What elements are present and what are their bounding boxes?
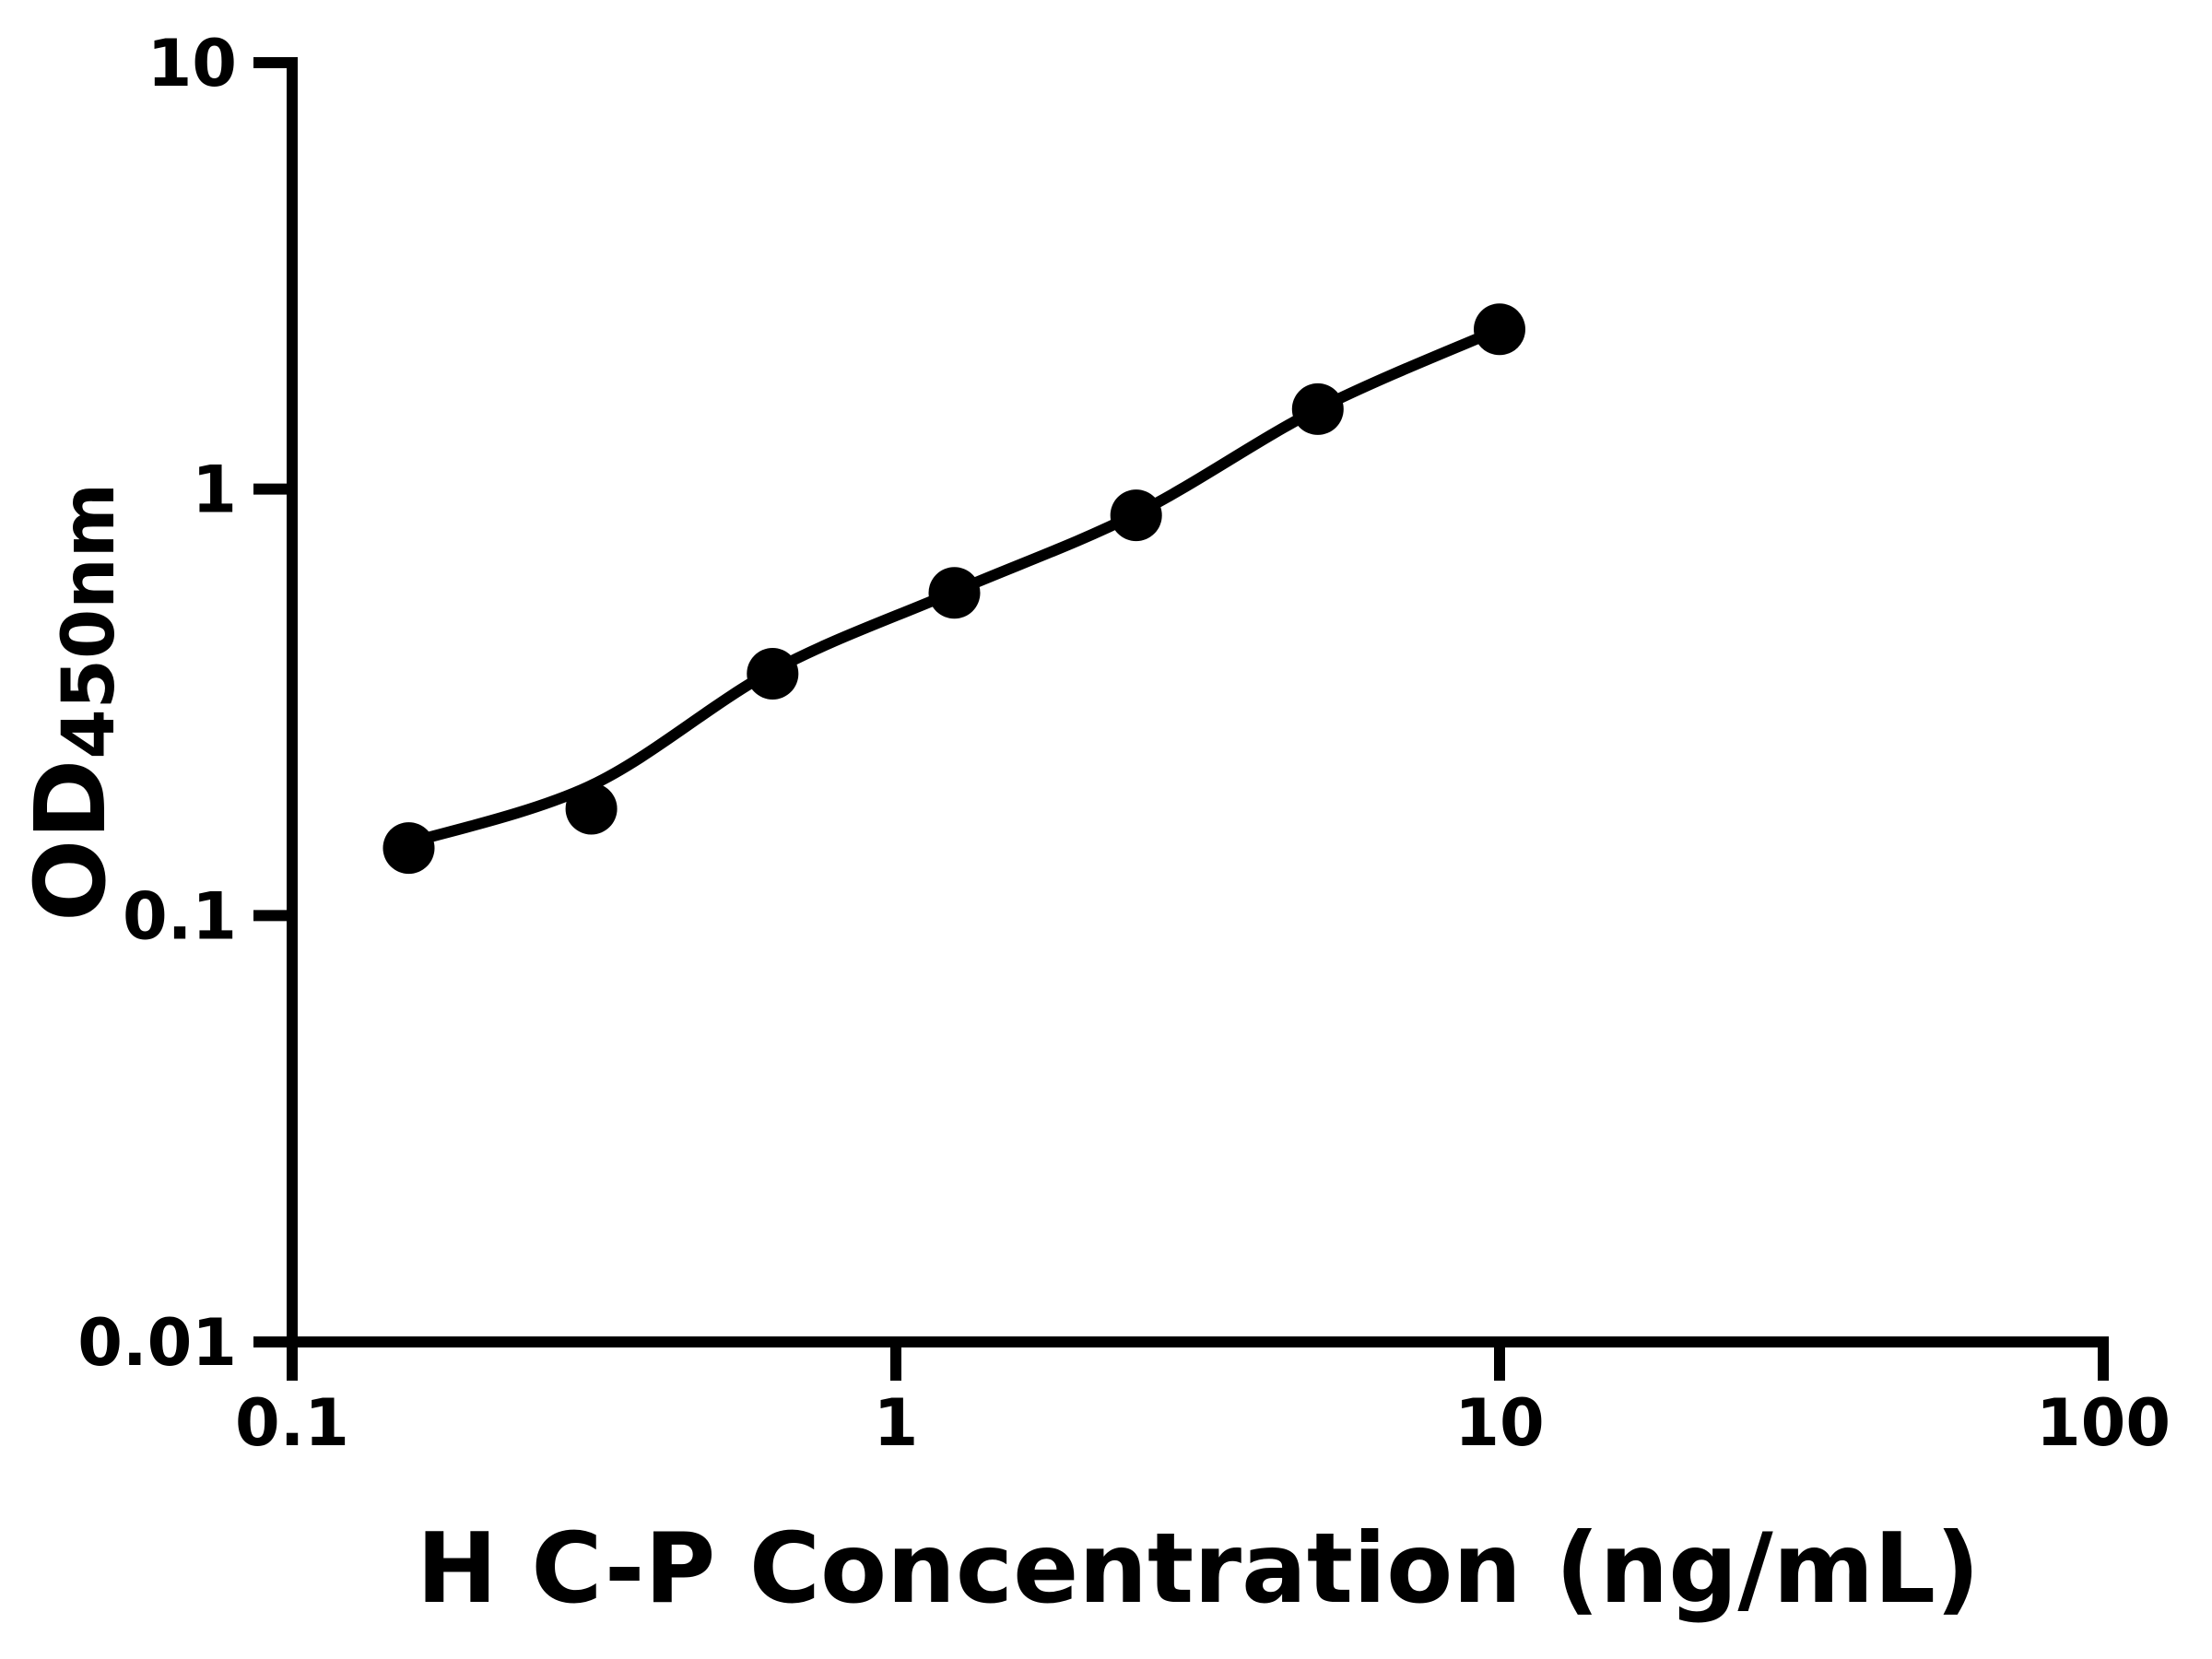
x-tick-label: 100 bbox=[2036, 1385, 2171, 1461]
x-tick-label: 10 bbox=[1454, 1385, 1544, 1461]
x-tick-label: 0.1 bbox=[235, 1385, 349, 1461]
y-tick-label: 1 bbox=[192, 453, 237, 528]
data-point-marker bbox=[928, 567, 981, 619]
x-tick-labels: 0.1 1 10 100 bbox=[235, 1385, 2171, 1461]
y-axis-title-subscript: 450nm bbox=[48, 483, 131, 759]
data-point-marker bbox=[747, 648, 799, 700]
y-axis-title: OD450nm bbox=[15, 483, 131, 922]
data-points-layer bbox=[382, 303, 1525, 875]
data-point-marker bbox=[382, 822, 435, 875]
x-tick-label: 1 bbox=[874, 1385, 919, 1461]
axes-layer bbox=[253, 57, 2109, 1381]
data-point-marker bbox=[1291, 382, 1344, 435]
y-axis-title-main: OD bbox=[15, 759, 127, 922]
y-tick-label: 10 bbox=[147, 26, 237, 101]
y-tick-labels: 0.01 0.1 1 10 bbox=[77, 26, 237, 1381]
y-tick-label: 0.1 bbox=[123, 878, 237, 954]
x-axis-title: H C-P Concentration (ng/mL) bbox=[417, 1512, 1980, 1625]
y-tick-label: 0.01 bbox=[77, 1305, 237, 1381]
data-point-marker bbox=[565, 782, 618, 835]
data-point-marker bbox=[1110, 489, 1162, 542]
data-point-marker bbox=[1474, 303, 1525, 356]
